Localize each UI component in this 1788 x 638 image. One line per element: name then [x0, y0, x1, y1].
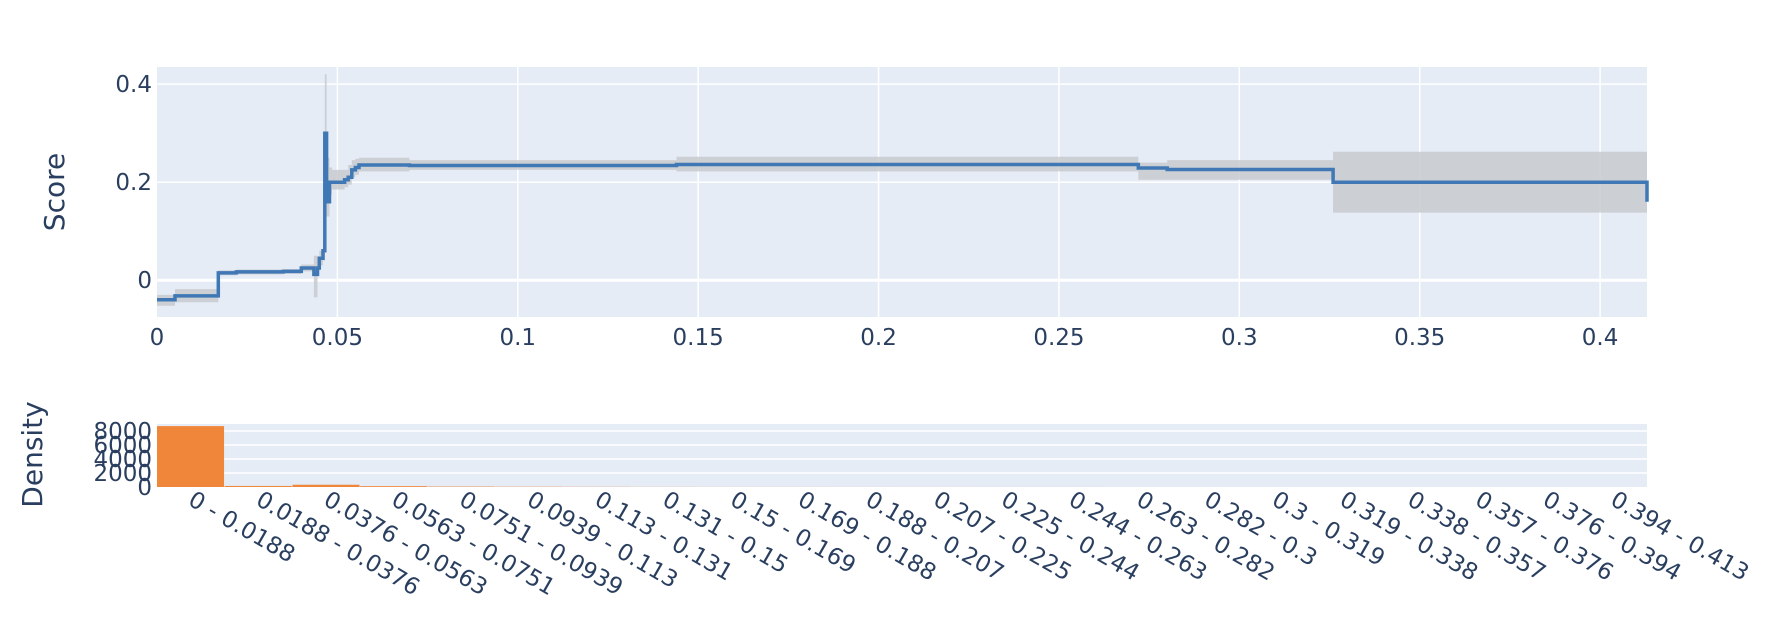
- score-x-tick-label: 0.25: [1033, 325, 1084, 351]
- score-y-tick-label: 0: [137, 268, 152, 294]
- density-bar: [360, 486, 427, 487]
- score-y-tick-label: 0.4: [115, 72, 152, 98]
- score-y-axis-title: Score: [38, 153, 71, 231]
- density-y-axis-title: Density: [16, 401, 49, 507]
- score-x-tick-label: 0.1: [499, 325, 536, 351]
- density-y-tick-label: 8000: [93, 419, 152, 445]
- density-bar: [157, 426, 224, 487]
- density-bar: [292, 485, 359, 487]
- score-x-tick-label: 0.2: [860, 325, 897, 351]
- score-x-tick-labels: 0 0.05 0.1 0.15 0.2 0.25 0.3 0.35 0.4: [150, 325, 1619, 351]
- score-x-tick-label: 0.05: [312, 325, 363, 351]
- score-x-tick-label: 0.15: [673, 325, 724, 351]
- density-bar: [225, 486, 292, 487]
- score-x-tick-label: 0.4: [1582, 325, 1619, 351]
- score-x-tick-label: 0: [150, 325, 165, 351]
- density-plot-background: [157, 424, 1647, 487]
- score-x-tick-label: 0.35: [1394, 325, 1445, 351]
- score-y-tick-labels: 0 0.2 0.4: [115, 72, 152, 294]
- score-x-tick-label: 0.3: [1221, 325, 1258, 351]
- score-plot: 0 0.05 0.1 0.15 0.2 0.25 0.3 0.35 0.4 0 0.2 0.4 Sc…: [38, 67, 1647, 351]
- score-y-tick-label: 0.2: [115, 170, 152, 196]
